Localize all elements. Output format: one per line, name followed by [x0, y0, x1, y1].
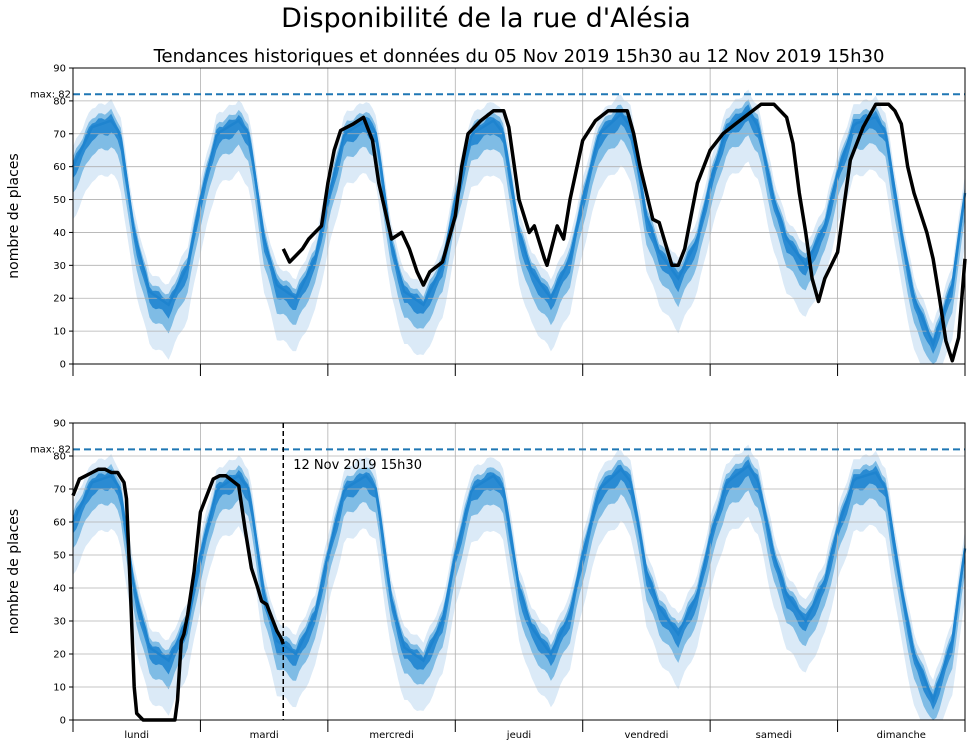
x-tick-label: lundi: [124, 730, 149, 741]
max-label: max: 82: [30, 444, 71, 455]
figure-title: Disponibilité de la rue d'Alésia: [281, 3, 691, 34]
y-tick-label: 50: [53, 195, 66, 206]
y-tick-label: 0: [60, 716, 66, 727]
chart-title: Tendances historiques et données du 05 N…: [153, 46, 885, 67]
axes-frame: [72, 422, 966, 721]
now-marker-label: 12 Nov 2019 15h30: [293, 458, 422, 473]
y-tick-label: 90: [53, 64, 66, 75]
y-tick-label: 60: [53, 162, 66, 173]
x-tick-label: samedi: [756, 730, 792, 741]
y-tick-label: 20: [53, 650, 66, 661]
y-tick-label: 80: [53, 452, 66, 463]
observed-line: [71, 467, 285, 722]
x-tick-label: jeudi: [506, 730, 531, 741]
x-tick-label: mercredi: [369, 730, 413, 741]
y-tick-label: 50: [53, 551, 66, 562]
y-tick-label: 10: [53, 683, 66, 694]
y-tick-label: 10: [53, 327, 66, 338]
y-tick-label: 80: [53, 96, 66, 107]
x-tick-label: mardi: [250, 730, 279, 741]
y-axis-label: nombre de places: [6, 509, 22, 634]
y-tick-label: 40: [53, 228, 66, 239]
y-tick-label: 40: [53, 584, 66, 595]
y-tick-label: 70: [53, 485, 66, 496]
x-tick-label: vendredi: [624, 730, 668, 741]
y-tick-label: 70: [53, 129, 66, 140]
observed-line: [281, 102, 967, 363]
y-tick-label: 30: [53, 261, 66, 272]
y-tick-label: 30: [53, 617, 66, 628]
panel-top-chart: Tendances historiques et données du 05 N…: [6, 46, 967, 376]
y-axis-label: nombre de places: [6, 153, 22, 278]
x-tick-label: dimanche: [877, 730, 926, 741]
median-line: [71, 464, 967, 704]
y-tick-label: 20: [53, 294, 66, 305]
max-label: max: 82: [30, 89, 71, 100]
y-tick-label: 0: [60, 360, 66, 371]
median-line: [71, 108, 967, 348]
y-tick-label: 60: [53, 518, 66, 529]
panel-bottom-chart: max: 82 12 Nov 2019 15h30 0 10 20 30 40 50 60 70 8…: [6, 419, 967, 741]
y-tick-label: 90: [53, 419, 66, 430]
axes-frame: [72, 67, 966, 365]
